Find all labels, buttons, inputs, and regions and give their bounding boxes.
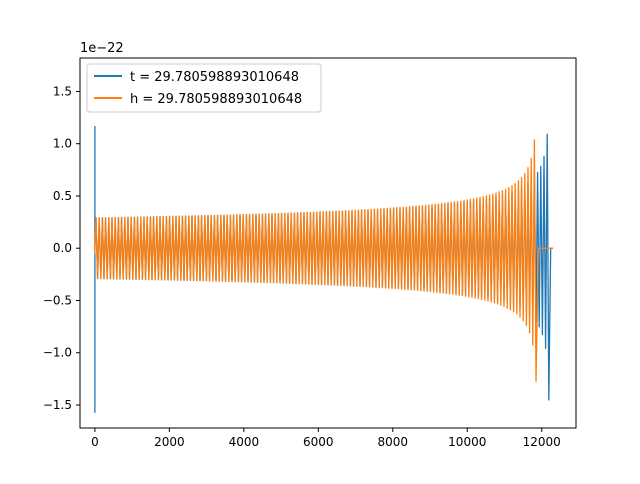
- x-tick-label: 0: [91, 435, 99, 449]
- plot-area: [94, 125, 553, 413]
- legend-label-h: h = 29.780598893010648: [130, 92, 302, 107]
- x-tick-label: 12000: [523, 435, 561, 449]
- legend-box: [86, 63, 322, 113]
- y-tick-label: −0.5: [43, 293, 72, 307]
- y-tick-label: 1.5: [53, 84, 72, 98]
- y-tick-label: −1.5: [43, 398, 72, 412]
- series-line-h: [94, 139, 553, 383]
- y-tick-label: 0.5: [53, 189, 72, 203]
- y-tick-label: 1.0: [53, 137, 72, 151]
- x-tick-label: 8000: [378, 435, 409, 449]
- y-tick-label: 0.0: [53, 241, 72, 255]
- x-tick-label: 10000: [448, 435, 486, 449]
- y-offset-label: 1e−22: [80, 41, 124, 56]
- x-tick-label: 6000: [303, 435, 334, 449]
- series-h: [94, 139, 553, 383]
- legend: t = 29.780598893010648 h = 29.7805988930…: [86, 63, 322, 113]
- axes-frame: [79, 57, 577, 429]
- y-tick-label: −1.0: [43, 346, 72, 360]
- x-tick-label: 2000: [154, 435, 185, 449]
- x-tick-label: 4000: [229, 435, 260, 449]
- legend-label-t: t = 29.780598893010648: [130, 70, 299, 85]
- axis-ticks: 0 2000 4000 6000 8000 10000 12000 −1.5 −1.0 −0.5 0…: [43, 84, 561, 449]
